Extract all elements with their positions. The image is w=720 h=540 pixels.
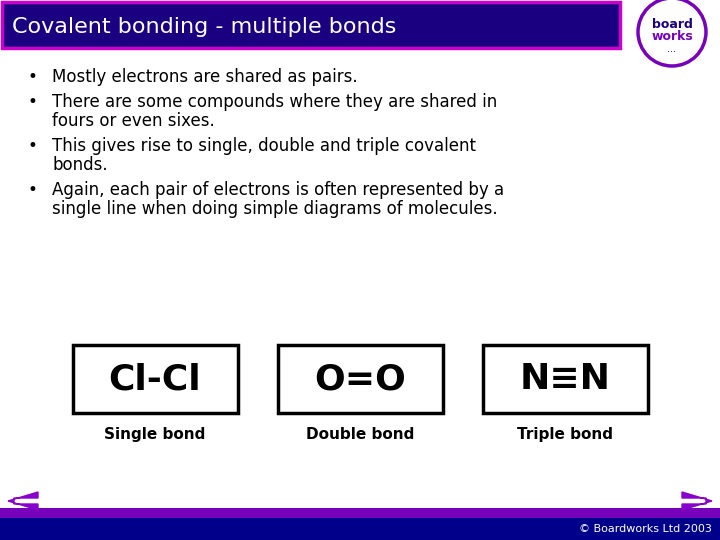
Text: bonds.: bonds. <box>52 156 107 174</box>
Text: Triple bond: Triple bond <box>517 427 613 442</box>
Text: Covalent bonding - multiple bonds: Covalent bonding - multiple bonds <box>12 17 397 37</box>
FancyBboxPatch shape <box>2 2 620 48</box>
Text: •: • <box>28 68 38 86</box>
FancyBboxPatch shape <box>483 345 648 413</box>
Text: © Boardworks Ltd 2003: © Boardworks Ltd 2003 <box>579 524 712 534</box>
Text: board: board <box>652 17 693 30</box>
Text: fours or even sixes.: fours or even sixes. <box>52 112 215 130</box>
Text: ...: ... <box>667 44 677 54</box>
Text: Again, each pair of electrons is often represented by a: Again, each pair of electrons is often r… <box>52 181 504 199</box>
Polygon shape <box>682 492 712 510</box>
Text: •: • <box>28 137 38 155</box>
Text: single line when doing simple diagrams of molecules.: single line when doing simple diagrams o… <box>52 200 498 218</box>
Text: Mostly electrons are shared as pairs.: Mostly electrons are shared as pairs. <box>52 68 358 86</box>
Text: There are some compounds where they are shared in: There are some compounds where they are … <box>52 93 498 111</box>
Text: Single bond: Single bond <box>104 427 206 442</box>
Text: N≡N: N≡N <box>520 362 611 396</box>
Polygon shape <box>8 492 38 510</box>
FancyBboxPatch shape <box>0 518 720 540</box>
Text: O=O: O=O <box>314 362 406 396</box>
Text: Double bond: Double bond <box>306 427 414 442</box>
Text: Cl-Cl: Cl-Cl <box>109 362 202 396</box>
FancyBboxPatch shape <box>73 345 238 413</box>
FancyBboxPatch shape <box>0 508 720 518</box>
Text: •: • <box>28 181 38 199</box>
FancyBboxPatch shape <box>278 345 443 413</box>
Text: This gives rise to single, double and triple covalent: This gives rise to single, double and tr… <box>52 137 476 155</box>
Circle shape <box>638 0 706 66</box>
Text: works: works <box>651 30 693 44</box>
Text: •: • <box>28 93 38 111</box>
